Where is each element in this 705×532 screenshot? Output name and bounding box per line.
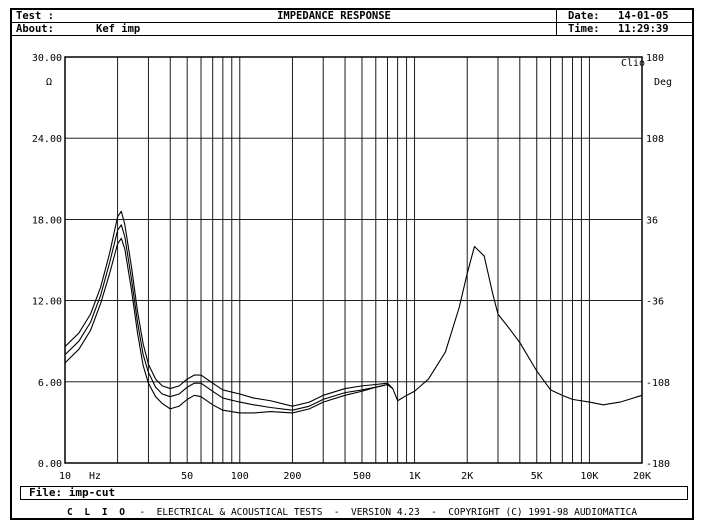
y-tick-label-left: 24.00 — [32, 134, 62, 145]
file-box: File: imp-cut — [20, 486, 688, 500]
date-label: Date: — [568, 10, 600, 22]
y-tick-label-left: 12.00 — [32, 297, 62, 308]
footer-text: - ELECTRICAL & ACOUSTICAL TESTS - VERSIO… — [139, 507, 638, 518]
header-column-divider — [556, 10, 557, 35]
impedance-curve-3 — [64, 237, 394, 414]
x-unit: Hz — [89, 471, 101, 482]
clio-brand-mark: Clio — [621, 58, 645, 69]
footer-brand: C L I O — [66, 507, 128, 518]
about-label: About: — [16, 23, 54, 35]
time-value: 11:29:39 — [618, 23, 669, 35]
x-tick-label: 20K — [633, 471, 651, 482]
y-tick-label-right: -108 — [646, 378, 670, 389]
y-unit-right: Deg — [654, 77, 672, 88]
x-tick-label: 10 — [59, 471, 71, 482]
x-tick-label: 200 — [283, 471, 301, 482]
y-tick-label-right: 108 — [646, 134, 664, 145]
y-tick-label-right: 36 — [646, 215, 658, 226]
about-value: Kef imp — [96, 23, 141, 35]
y-tick-label-right: 180 — [646, 53, 664, 64]
x-tick-label: 5K — [531, 471, 543, 482]
footer: C L I O - ELECTRICAL & ACOUSTICAL TESTS … — [12, 507, 692, 519]
file-label: File: — [29, 486, 63, 499]
impedance-curves — [64, 210, 643, 414]
file-name: imp-cut — [68, 486, 116, 499]
time-label: Time: — [568, 23, 600, 35]
y-tick-label-right: -36 — [646, 297, 664, 308]
x-tick-label: 2K — [461, 471, 473, 482]
y-tick-label-left: 6.00 — [38, 378, 62, 389]
x-tick-label: 10K — [580, 471, 598, 482]
x-tick-label: 50 — [181, 471, 193, 482]
y-unit-left: Ω — [46, 77, 52, 88]
impedance-curve-1 — [64, 210, 643, 407]
impedance-curve-2 — [64, 224, 394, 411]
header-divider — [12, 22, 692, 23]
header-row-1: Test : IMPEDANCE RESPONSE Date: 14-01-05 — [12, 10, 692, 22]
window-frame — [10, 8, 694, 520]
axis-labels: 0.00 6.00 12.00 18.00 24.00 30.00 -180 -108 -36 3… — [32, 53, 672, 482]
date-value: 14-01-05 — [618, 10, 669, 22]
header-bottom-border — [12, 35, 692, 36]
y-tick-label-right: -180 — [646, 459, 670, 470]
plot-border — [64, 56, 643, 464]
x-tick-label: 100 — [231, 471, 249, 482]
test-label: Test : — [16, 10, 54, 22]
y-tick-label-left: 0.00 — [38, 459, 62, 470]
chart-grid — [65, 57, 642, 463]
header-row-2: About: Kef imp Time: 11:29:39 — [12, 23, 692, 35]
x-tick-label: 500 — [353, 471, 371, 482]
page-title: IMPEDANCE RESPONSE — [277, 10, 391, 22]
y-tick-label-left: 18.00 — [32, 215, 62, 226]
y-tick-label-left: 30.00 — [32, 53, 62, 64]
x-tick-label: 1K — [409, 471, 421, 482]
